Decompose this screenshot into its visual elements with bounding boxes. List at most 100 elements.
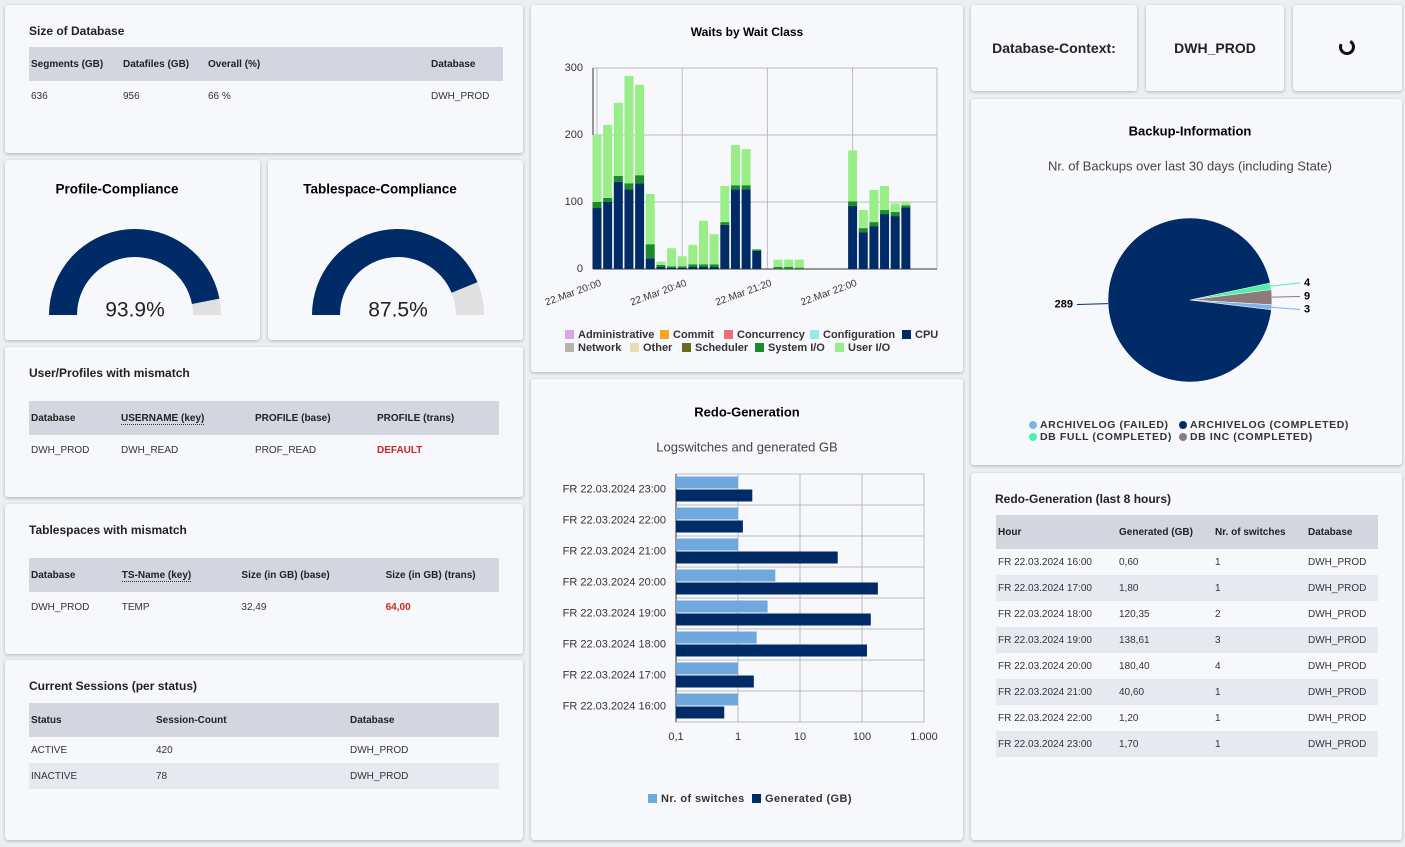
y-tick-label: 100 xyxy=(565,196,583,208)
refresh-icon[interactable] xyxy=(1293,5,1402,91)
column-header: Database xyxy=(1306,515,1378,549)
table-row: INACTIVE 78 DWH_PROD xyxy=(29,763,499,789)
header-text: Database xyxy=(431,58,476,70)
bar-segment xyxy=(730,189,740,269)
gauge-label: 87.5% xyxy=(368,299,428,322)
bar-segment xyxy=(656,261,666,265)
table-cell: FR 22.03.2024 18:00 xyxy=(998,608,1092,620)
table-cell: DWH_PROD xyxy=(350,744,409,756)
bar-segment xyxy=(677,256,687,267)
bar-segment xyxy=(784,266,794,269)
bar-segment xyxy=(624,189,634,269)
bar-segment xyxy=(603,202,613,269)
table-row: ACTIVE 420 DWH_PROD xyxy=(29,737,499,763)
bar-segment xyxy=(709,264,719,267)
bar-segment xyxy=(592,135,602,202)
user-mismatch-table: Database USERNAME (key) PROFILE (base) PROF… xyxy=(29,401,499,465)
table-row: DWH_PROD TEMP 32,49 64,00 xyxy=(29,592,499,622)
waits-chart: Waits by Wait Class 0 100 200 300 22.Mar 20:0… xyxy=(544,25,938,354)
bar-segment xyxy=(848,206,858,269)
header-text: PROFILE (trans) xyxy=(377,412,455,424)
table-cell: 1 xyxy=(1215,556,1221,568)
table-cell: DWH_PROD xyxy=(1308,660,1367,672)
header-text: Database xyxy=(31,569,76,581)
header-text: Segments (GB) xyxy=(31,58,104,70)
gauge-title: Profile-Compliance xyxy=(55,182,179,197)
spinner xyxy=(1339,39,1355,55)
table-head: Database USERNAME (key) PROFILE (base) PROF… xyxy=(29,401,499,435)
bar xyxy=(676,569,776,582)
bar-segment xyxy=(645,244,655,259)
legend-label: Network xyxy=(578,342,622,354)
x-tick-label: 10 xyxy=(794,731,806,743)
bar-segment xyxy=(624,183,634,190)
table-cell: 180,40 xyxy=(1119,660,1150,672)
sessions-panel: Current Sessions (per status) Status Sess… xyxy=(5,660,523,840)
legend-label: Concurrency xyxy=(737,329,806,341)
table-row: FR 22.03.2024 16:00 0,60 1 DWH_PROD xyxy=(996,549,1378,575)
table-cell: FR 22.03.2024 17:00 xyxy=(998,582,1092,594)
bar-segment xyxy=(720,224,730,269)
legend-marker xyxy=(1179,421,1187,429)
table-cell: 138,61 xyxy=(1119,634,1150,646)
gauge-chart: Tablespace-Compliance 87.5% xyxy=(303,182,484,322)
table-cell: 64,00 xyxy=(385,601,411,613)
refresh-card[interactable] xyxy=(1293,5,1402,91)
table-cell: 78 xyxy=(156,770,168,782)
table-head: Segments (GB) Datafiles (GB) Overall (%) Da… xyxy=(29,47,503,81)
bar xyxy=(676,631,757,644)
bar-segment xyxy=(656,264,666,267)
y-tick-label: FR 22.03.2024 16:00 xyxy=(563,700,666,712)
header-row: Segments (GB) Datafiles (GB) Overall (%) Da… xyxy=(29,47,503,81)
header-text: Database xyxy=(31,412,76,424)
table-row: 636 956 66 % DWH_PROD xyxy=(29,81,503,111)
legend-label: Commit xyxy=(673,329,714,341)
header-text: Datafiles (GB) xyxy=(123,58,190,70)
table-cell: DWH_PROD xyxy=(1308,712,1367,724)
table-cell: 4 xyxy=(1215,660,1221,672)
bar-segment xyxy=(613,102,623,176)
legend-swatch xyxy=(630,343,639,352)
bar-segment xyxy=(752,248,762,250)
panel-title: Size of Database xyxy=(29,24,125,38)
legend-label: ARCHIVELOG (FAILED) xyxy=(1040,419,1169,431)
legend-swatch xyxy=(565,330,574,339)
column-header: Status xyxy=(29,703,154,737)
bar-segment xyxy=(890,203,900,213)
redo-chart-panel: Redo-Generation Logswitches and generated… xyxy=(531,379,963,840)
legend-label: Other xyxy=(643,342,673,354)
context-value: DWH_PROD xyxy=(1174,40,1256,56)
table-row: FR 22.03.2024 20:00 180,40 4 DWH_PROD xyxy=(996,653,1378,679)
legend-swatch xyxy=(902,330,911,339)
table-head: Hour Generated (GB) Nr. of switches Databas… xyxy=(996,515,1378,549)
table-cell: DEFAULT xyxy=(377,444,423,456)
y-tick-label: 0 xyxy=(577,263,583,275)
bar-segment xyxy=(688,264,698,267)
label-connector xyxy=(1271,306,1301,310)
context-label: Database-Context: xyxy=(992,40,1116,56)
header-text: Size (in GB) (base) xyxy=(241,569,330,581)
table-body: ACTIVE 420 DWH_PROD INACTIVE 78 DWH_PROD xyxy=(29,737,499,789)
table-cell: DWH_PROD xyxy=(1308,582,1367,594)
bar-segment xyxy=(730,145,740,186)
legend-swatch xyxy=(660,330,669,339)
bar xyxy=(676,706,725,719)
x-tick-label: 22.Mar 22:00 xyxy=(799,278,859,309)
legend-marker xyxy=(1029,421,1037,429)
column-header: Database xyxy=(29,558,120,592)
table-cell: DWH_PROD xyxy=(431,90,490,102)
y-tick-label: 300 xyxy=(565,62,583,74)
table-cell: FR 22.03.2024 21:00 xyxy=(998,686,1092,698)
bar xyxy=(676,600,768,613)
header-text: Database xyxy=(1308,526,1353,538)
panel-title: Current Sessions (per status) xyxy=(29,679,198,693)
bar-segment xyxy=(645,258,655,269)
bar-segment xyxy=(858,228,868,233)
legend-label: User I/O xyxy=(848,342,891,354)
column-header: PROFILE (trans) xyxy=(375,401,499,435)
bar-segment xyxy=(848,201,858,207)
backup-chart: Backup-Information Nr. of Backups over la… xyxy=(1029,123,1348,443)
table-cell: 3 xyxy=(1215,634,1221,646)
header-text: PROFILE (base) xyxy=(255,412,331,424)
y-tick-label: FR 22.03.2024 22:00 xyxy=(563,514,666,526)
